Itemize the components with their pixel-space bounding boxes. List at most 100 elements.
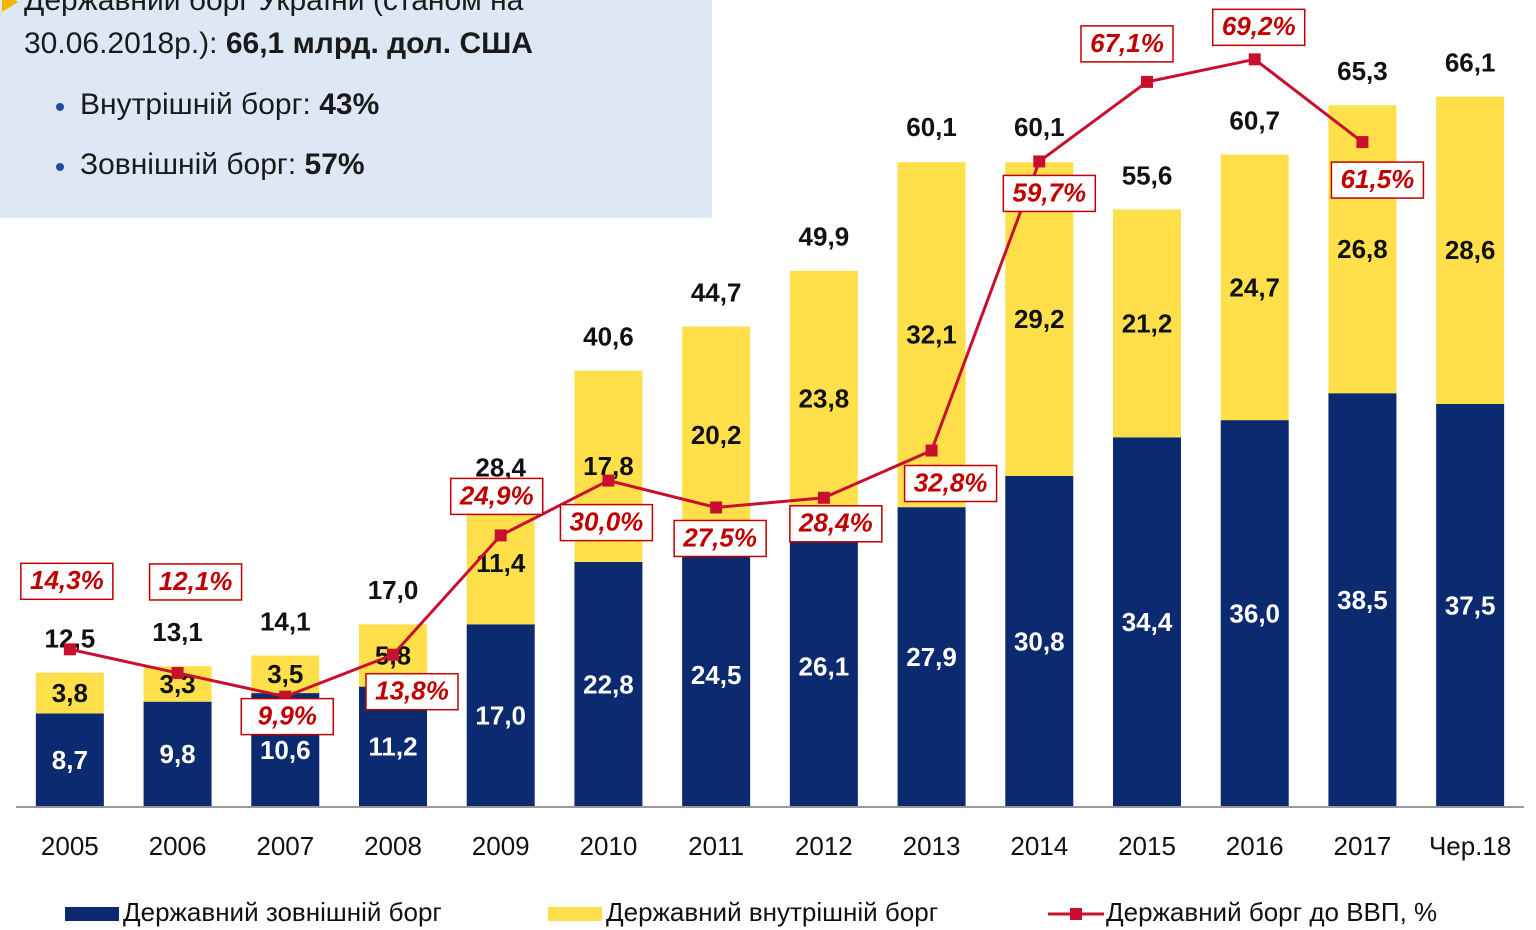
bar-segment — [1113, 437, 1181, 807]
line-label: 30,0% — [570, 506, 644, 536]
x-tick-label: 2007 — [256, 831, 314, 861]
segment-label: 34,4 — [1122, 607, 1173, 637]
segment-label: 23,8 — [799, 384, 850, 414]
line-label-box — [449, 477, 544, 516]
bar-segment — [466, 624, 535, 807]
x-tick-label: 2013 — [903, 831, 961, 861]
segment-label: 10,6 — [260, 735, 311, 765]
bar-segment — [897, 507, 966, 807]
line-marker — [925, 444, 938, 457]
line-label: 13,8% — [375, 676, 449, 706]
line-marker — [1033, 155, 1046, 168]
line-label: 61,5% — [1341, 164, 1415, 194]
line-marker — [1141, 75, 1153, 88]
bar-segment — [1436, 404, 1505, 807]
info-line: Державний борг України (станом на — [24, 0, 524, 17]
bar-segment — [789, 526, 858, 807]
total-label: 60,7 — [1229, 106, 1280, 136]
total-label: 60,1 — [906, 112, 957, 142]
line-label-box — [20, 562, 114, 601]
total-label: 60,1 — [1014, 112, 1065, 142]
bar-segment — [1113, 209, 1181, 438]
segment-label: 30,8 — [1014, 626, 1065, 656]
legend-swatch — [65, 907, 119, 921]
info-bold: 43% — [319, 88, 379, 121]
segment-label: 28,6 — [1445, 235, 1496, 265]
line-marker — [710, 501, 723, 514]
x-tick-label: 2008 — [364, 831, 422, 861]
line-label: 12,1% — [159, 566, 233, 596]
bar-segment — [35, 713, 104, 807]
legend-swatch — [548, 907, 602, 921]
line-label: 28,4% — [798, 508, 873, 538]
segment-label: 26,1 — [799, 652, 850, 682]
line-label-box — [789, 505, 883, 543]
line-label-box — [1330, 161, 1425, 199]
info-arrow — [2, 0, 18, 12]
segment-label: 3,8 — [52, 678, 88, 708]
segment-label: 24,7 — [1229, 272, 1280, 302]
bar-segment — [1220, 154, 1289, 421]
line-label-box — [903, 464, 998, 503]
segment-label: 24,5 — [691, 660, 742, 690]
legend-marker — [1070, 908, 1082, 920]
total-label: 17,0 — [368, 575, 419, 605]
info-bullet: Внутрішній борг: 43% — [80, 88, 379, 121]
line-marker — [1356, 136, 1369, 149]
total-label: 49,9 — [799, 222, 850, 252]
info-bold: 66,1 млрд. дол. США — [226, 27, 533, 60]
bar-segment — [1328, 393, 1397, 807]
line-label: 32,8% — [914, 467, 988, 497]
bar-segment — [143, 701, 212, 807]
line-marker — [1248, 53, 1261, 66]
bar-segment — [574, 561, 643, 807]
legend-label: Державний зовнішній борг — [123, 897, 442, 927]
bar-segment — [35, 672, 104, 714]
total-label: 66,1 — [1445, 48, 1496, 78]
segment-label: 20,2 — [691, 420, 742, 450]
bar-segment — [1005, 476, 1074, 807]
line-marker — [602, 474, 615, 487]
line-label: 27,5% — [682, 522, 757, 552]
total-label: 14,1 — [260, 606, 311, 636]
x-tick-label: 2006 — [149, 831, 207, 861]
line-label: 59,7% — [1012, 177, 1086, 207]
total-label: 65,3 — [1337, 56, 1388, 86]
x-tick-label: 2016 — [1226, 831, 1284, 861]
line-label-box — [1080, 25, 1174, 63]
x-tick-label: 2014 — [1010, 831, 1068, 861]
bar-segment — [1436, 96, 1505, 405]
segment-label: 36,0 — [1229, 598, 1280, 628]
bar-segment — [1220, 420, 1289, 807]
segment-label: 32,1 — [906, 320, 957, 350]
line-label: 24,9% — [459, 480, 534, 510]
line-marker — [817, 491, 830, 504]
line-label-box — [365, 672, 459, 711]
line-label-box — [559, 503, 654, 542]
line-label-box — [673, 519, 767, 558]
line-label: 9,9% — [258, 700, 317, 730]
x-tick-label: 2015 — [1118, 831, 1176, 861]
x-tick-label: 2017 — [1334, 831, 1392, 861]
line-label-box — [1211, 8, 1306, 47]
total-label: 40,6 — [583, 322, 634, 352]
x-tick-label: 2005 — [41, 831, 99, 861]
line-label: 67,1% — [1090, 28, 1164, 58]
line-label-box — [1002, 174, 1097, 213]
legend-label: Державний внутрішній борг — [606, 897, 938, 927]
info-line: 30.06.2018р.): 66,1 млрд. дол. США — [24, 27, 533, 60]
bar-segment — [1005, 162, 1074, 477]
bar-segment — [1328, 105, 1397, 394]
segment-label: 38,5 — [1337, 585, 1388, 615]
info-box — [0, 0, 712, 218]
bar-segment — [682, 543, 751, 807]
line-label: 69,2% — [1222, 11, 1296, 41]
x-tick-label: 2009 — [472, 831, 530, 861]
segment-label: 3,5 — [267, 659, 303, 689]
segment-label: 11,2 — [368, 732, 417, 762]
segment-label: 37,5 — [1445, 590, 1496, 620]
line-label-box — [148, 563, 243, 601]
segment-label: 21,2 — [1122, 308, 1173, 338]
x-tick-label: Чер.18 — [1429, 831, 1511, 861]
line-marker — [171, 666, 184, 679]
